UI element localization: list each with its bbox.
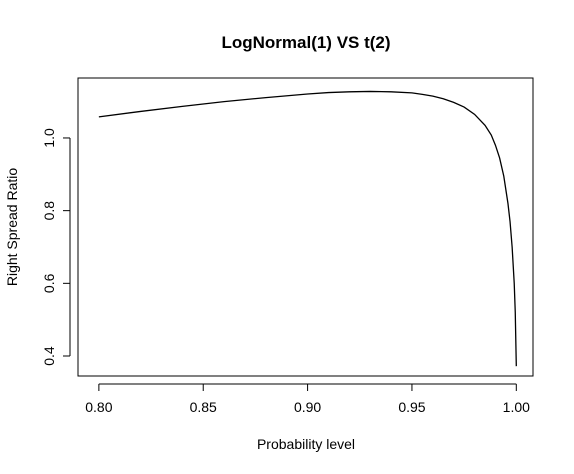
chart-title: LogNormal(1) VS t(2) [221, 33, 390, 52]
x-tick-label: 0.95 [398, 399, 425, 415]
x-axis-label: Probability level [257, 436, 355, 452]
y-tick-label: 0.4 [41, 346, 57, 366]
x-tick-label: 1.00 [503, 399, 530, 415]
series-line [98, 90, 517, 367]
x-tick-label: 0.85 [190, 399, 217, 415]
x-tick-label: 0.90 [294, 399, 321, 415]
y-tick-label: 1.0 [41, 128, 57, 148]
x-axis: 0.80 0.85 0.90 0.95 1.00 [85, 383, 530, 415]
x-tick-label: 0.80 [85, 399, 112, 415]
plot-frame [77, 77, 534, 377]
y-tick-label: 0.6 [41, 273, 57, 293]
y-tick-label: 0.8 [41, 201, 57, 221]
y-axis-label: Right Spread Ratio [4, 168, 20, 287]
y-axis: 0.4 0.6 0.8 1.0 [41, 128, 71, 366]
